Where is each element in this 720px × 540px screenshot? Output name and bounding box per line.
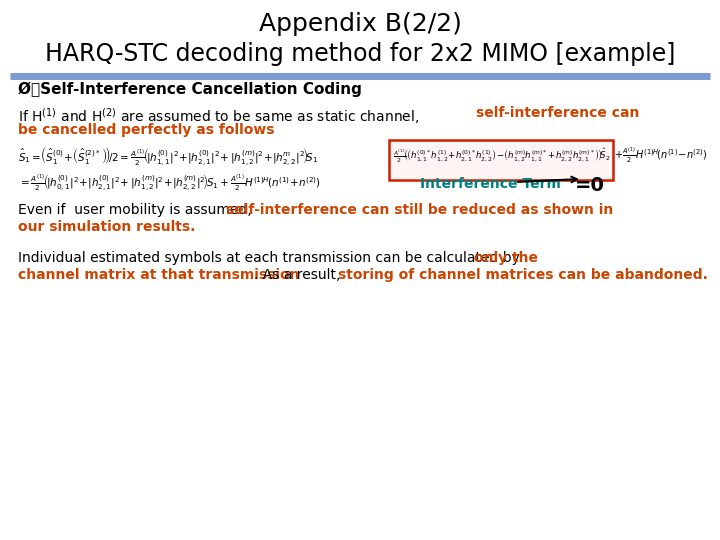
Text: Interference Term: Interference Term bbox=[420, 177, 561, 191]
Text: storing of channel matrices can be abandoned.: storing of channel matrices can be aband… bbox=[338, 268, 708, 282]
Text: $\hat{S}_1 = \!\left(\hat{S}_1^{(0)}\!+\!\left(\hat{S}_1^{(2)*}\right)\!\right)\: $\hat{S}_1 = \!\left(\hat{S}_1^{(0)}\!+\… bbox=[18, 145, 318, 168]
Text: Appendix B(2/2): Appendix B(2/2) bbox=[258, 12, 462, 36]
Text: Individual estimated symbols at each transmission can be calculated by: Individual estimated symbols at each tra… bbox=[18, 251, 524, 265]
Text: self-interference can: self-interference can bbox=[476, 106, 639, 120]
Text: self-interference can still be reduced as shown in: self-interference can still be reduced a… bbox=[226, 203, 613, 217]
Text: only the: only the bbox=[474, 251, 538, 265]
Text: $+\frac{A^{(1)}}{2}H^{(1)H}\!\left(n^{(1)}\!-\!n^{(2)}\right)$: $+\frac{A^{(1)}}{2}H^{(1)H}\!\left(n^{(1… bbox=[614, 145, 708, 165]
Text: . As a result,: . As a result, bbox=[254, 268, 345, 282]
Text: our simulation results.: our simulation results. bbox=[18, 220, 195, 234]
Text: =0: =0 bbox=[575, 176, 605, 195]
Text: If H$^{(1)}$ and H$^{(2)}$ are assumed to be same as static channel,: If H$^{(1)}$ and H$^{(2)}$ are assumed t… bbox=[18, 106, 420, 126]
Text: $= \frac{A^{(1)}}{2}\!\left(\!|h_{0,1}^{(0)}|^2\!+\!|h_{2,1}^{(0)}|^2\!+|h_{1,2}: $= \frac{A^{(1)}}{2}\!\left(\!|h_{0,1}^{… bbox=[18, 173, 321, 193]
Text: be cancelled perfectly as follows: be cancelled perfectly as follows bbox=[18, 123, 274, 137]
Text: channel matrix at that transmission: channel matrix at that transmission bbox=[18, 268, 300, 282]
Text: Ø　Self-Interference Cancellation Coding: Ø Self-Interference Cancellation Coding bbox=[18, 82, 362, 97]
Text: HARQ-STC decoding method for 2x2 MIMO [example]: HARQ-STC decoding method for 2x2 MIMO [e… bbox=[45, 42, 675, 66]
Text: Even if  user mobility is assumed,: Even if user mobility is assumed, bbox=[18, 203, 256, 217]
Text: $\frac{A^{(1)}}{2}\!\left(\!\left(h_{1,1}^{(0)*}h_{1,2}^{(1)}\!+\!h_{2,1}^{(0)*}: $\frac{A^{(1)}}{2}\!\left(\!\left(h_{1,1… bbox=[393, 146, 611, 165]
FancyBboxPatch shape bbox=[389, 140, 613, 180]
